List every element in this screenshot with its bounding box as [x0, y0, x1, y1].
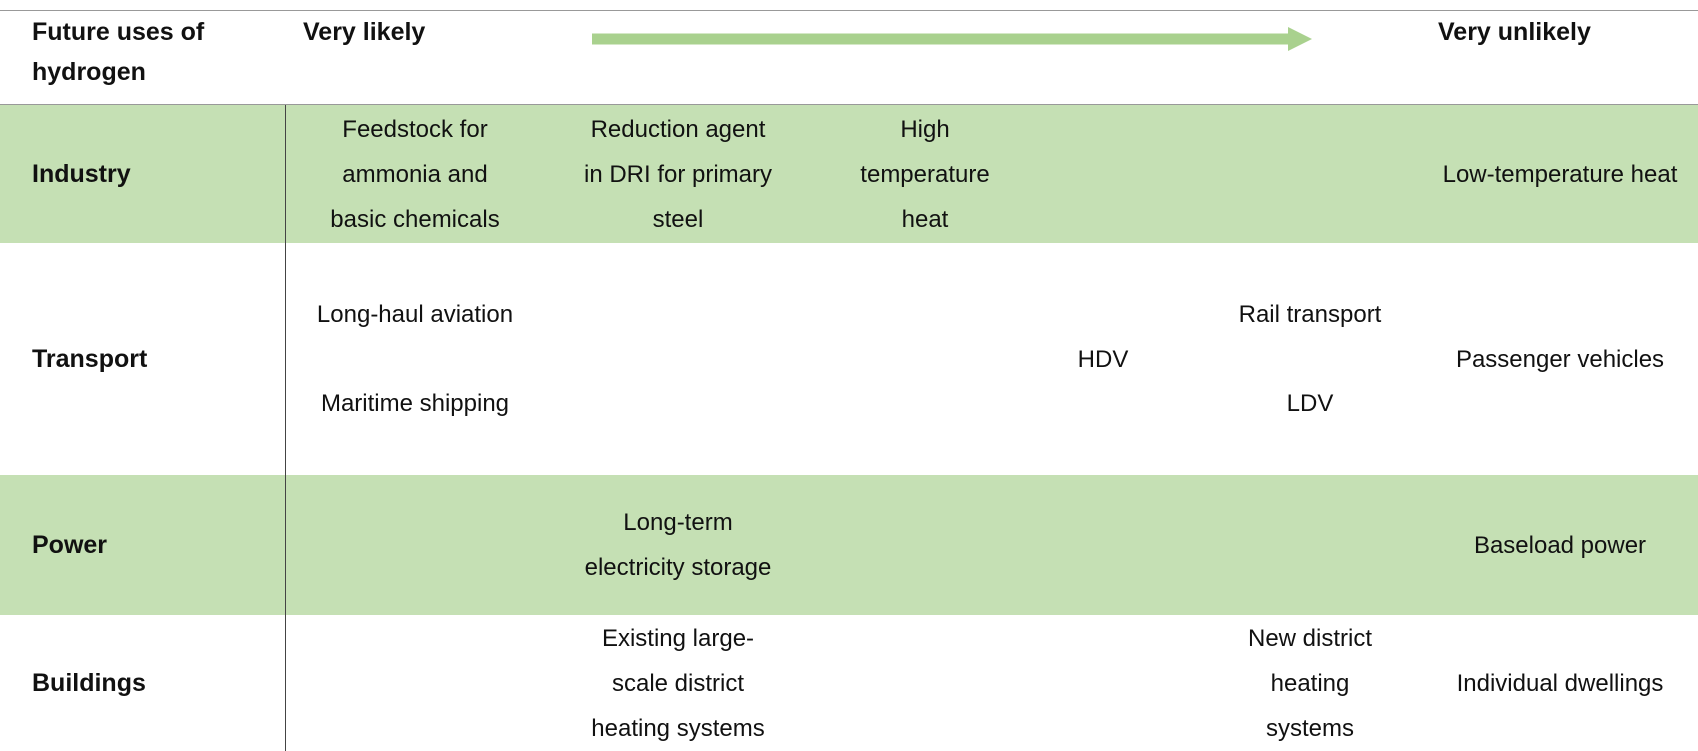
cell-text: Rail transport [1238, 301, 1382, 328]
table-cell: Rail transport LDV [1233, 243, 1388, 475]
column-divider [285, 105, 286, 751]
header-rule [0, 104, 1698, 105]
cell-text: High temperature heat [860, 115, 990, 233]
cell-text: New district heating systems [1247, 624, 1373, 742]
cell-text: Long-haul aviation [316, 301, 514, 328]
table-cell: Baseload power [1440, 475, 1680, 615]
cell-text: Long-term electricity storage [584, 509, 772, 581]
table-cell: Long-term electricity storage [578, 475, 778, 615]
top-rule [0, 10, 1698, 11]
header-right: Very unlikely [1438, 18, 1591, 46]
table-cell: Reduction agent in DRI for primary steel [578, 105, 778, 243]
table-cell: Existing large-scale district heating sy… [578, 615, 778, 751]
cell-text: Low-temperature heat [1442, 160, 1678, 188]
table-cell: HDV [1043, 243, 1163, 475]
table-cell: Feedstock for ammonia and basic chemical… [315, 105, 515, 243]
table-row: Power Long-term electricity storage Baselo… [0, 475, 1698, 615]
cell-text: Individual dwellings [1456, 669, 1664, 697]
cell-text: Maritime shipping [320, 390, 510, 417]
table-cell: New district heating systems [1233, 615, 1388, 751]
arrow-head [1288, 27, 1312, 51]
table-row: Transport Long-haul aviation Maritime ship… [0, 243, 1698, 475]
header-left: Very likely [303, 18, 426, 46]
cell-text: Existing large-scale district heating sy… [591, 624, 765, 742]
row-label: Power [32, 530, 108, 559]
cell-text: Reduction agent in DRI for primary steel [583, 115, 773, 233]
row-label: Industry [32, 159, 131, 188]
table-cell: Individual dwellings [1440, 615, 1680, 751]
row-label: Buildings [32, 668, 146, 697]
header-label: Future uses of hydrogen [32, 18, 205, 86]
table-cell: High temperature heat [835, 105, 1015, 243]
cell-text: HDV [1077, 345, 1129, 373]
arrow [592, 27, 1312, 51]
table-cell: Low-temperature heat [1440, 105, 1680, 243]
table-cell: Passenger vehicles [1440, 243, 1680, 475]
cell-text: Passenger vehicles [1455, 345, 1665, 373]
cell-text: Feedstock for ammonia and basic chemical… [330, 115, 500, 233]
row-label: Transport [32, 344, 148, 373]
cell-text: LDV [1286, 390, 1334, 417]
table-cell: Long-haul aviation Maritime shipping [315, 243, 515, 475]
table-row: Buildings Existing large-scale district h… [0, 615, 1698, 751]
table-row: Industry Feedstock for ammonia and basic … [0, 105, 1698, 243]
cell-text: Baseload power [1473, 531, 1647, 559]
